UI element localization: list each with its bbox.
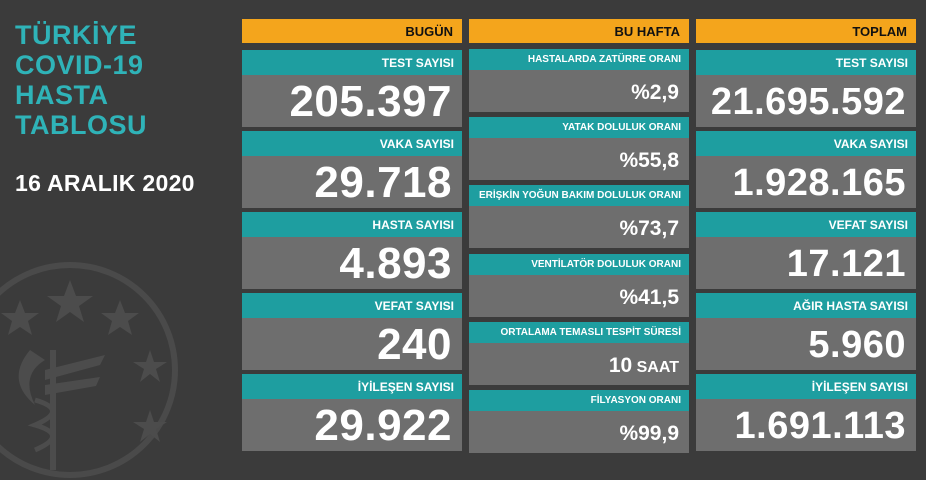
card-value: 29.718 xyxy=(242,156,462,208)
total-case-card: VAKA SAYISI 1.928.165 xyxy=(696,131,916,208)
card-label: HASTA SAYISI xyxy=(242,212,462,237)
today-death-card: VEFAT SAYISI 240 xyxy=(242,293,462,370)
card-label: İYİLEŞEN SAYISI xyxy=(242,374,462,399)
ministry-of-health-emblem-icon xyxy=(0,262,178,478)
card-label: VAKA SAYISI xyxy=(696,131,916,156)
card-value: 1.691.113 xyxy=(696,399,916,451)
card-value: %41,5 xyxy=(469,275,689,317)
total-header: TOPLAM xyxy=(696,19,916,43)
total-death-card: VEFAT SAYISI 17.121 xyxy=(696,212,916,289)
title-line: HASTA xyxy=(15,80,109,110)
card-value: 17.121 xyxy=(696,237,916,289)
card-label: TEST SAYISI xyxy=(696,50,916,75)
week-pneumonia-card: HASTALARDA ZATÜRRE ORANI %2,9 xyxy=(469,49,689,112)
today-header: BUGÜN xyxy=(242,19,462,43)
card-value: 21.695.592 xyxy=(696,75,916,127)
week-bed-card: YATAK DOLULUK ORANI %55,8 xyxy=(469,117,689,180)
week-icu-card: ERİŞKİN YOĞUN BAKIM DOLULUK ORANI %73,7 xyxy=(469,185,689,248)
page-title: TÜRKİYE COVID-19 HASTA TABLOSU xyxy=(15,20,235,140)
week-filiation-card: FİLYASYON ORANI %99,9 xyxy=(469,390,689,453)
week-ventilator-card: VENTİLATÖR DOLULUK ORANI %41,5 xyxy=(469,254,689,317)
today-test-card: TEST SAYISI 205.397 xyxy=(242,50,462,127)
card-label: ERİŞKİN YOĞUN BAKIM DOLULUK ORANI xyxy=(469,185,689,206)
card-value: %55,8 xyxy=(469,138,689,180)
week-column: BU HAFTA xyxy=(469,19,689,43)
card-value: 1.928.165 xyxy=(696,156,916,208)
card-label: VEFAT SAYISI xyxy=(242,293,462,318)
total-recovered-card: İYİLEŞEN SAYISI 1.691.113 xyxy=(696,374,916,451)
value-unit: SAAT xyxy=(632,359,679,376)
total-severe-card: AĞIR HASTA SAYISI 5.960 xyxy=(696,293,916,370)
card-label: VAKA SAYISI xyxy=(242,131,462,156)
card-value: %99,9 xyxy=(469,411,689,453)
value-number: 10 xyxy=(608,354,633,377)
title-line: TABLOSU xyxy=(15,110,147,140)
card-label: AĞIR HASTA SAYISI xyxy=(696,293,916,318)
week-contact-time-card: ORTALAMA TEMASLI TESPİT SÜRESİ 10 SAAT xyxy=(469,322,689,385)
card-value: 240 xyxy=(242,318,462,370)
total-column: TOPLAM xyxy=(696,19,916,43)
week-header: BU HAFTA xyxy=(469,19,689,43)
card-value: 205.397 xyxy=(242,75,462,127)
card-value: 10 SAAT xyxy=(469,343,689,385)
card-label: HASTALARDA ZATÜRRE ORANI xyxy=(469,49,689,70)
card-label: YATAK DOLULUK ORANI xyxy=(469,117,689,138)
today-recovered-card: İYİLEŞEN SAYISI 29.922 xyxy=(242,374,462,451)
card-value: 29.922 xyxy=(242,399,462,451)
left-panel: TÜRKİYE COVID-19 HASTA TABLOSU 16 ARALIK… xyxy=(0,0,240,478)
card-label: TEST SAYISI xyxy=(242,50,462,75)
today-case-card: VAKA SAYISI 29.718 xyxy=(242,131,462,208)
title-line: COVID-19 xyxy=(15,50,144,80)
title-line: TÜRKİYE xyxy=(15,20,138,50)
card-label: FİLYASYON ORANI xyxy=(469,390,689,411)
card-label: İYİLEŞEN SAYISI xyxy=(696,374,916,399)
card-value: 4.893 xyxy=(242,237,462,289)
card-label: ORTALAMA TEMASLI TESPİT SÜRESİ xyxy=(469,322,689,343)
today-patient-card: HASTA SAYISI 4.893 xyxy=(242,212,462,289)
card-value: 5.960 xyxy=(696,318,916,370)
today-column: BUGÜN xyxy=(242,19,462,43)
card-value: %73,7 xyxy=(469,206,689,248)
card-value: %2,9 xyxy=(469,70,689,112)
card-label: VENTİLATÖR DOLULUK ORANI xyxy=(469,254,689,275)
card-label: VEFAT SAYISI xyxy=(696,212,916,237)
report-date: 16 ARALIK 2020 xyxy=(15,170,195,196)
total-test-card: TEST SAYISI 21.695.592 xyxy=(696,50,916,127)
